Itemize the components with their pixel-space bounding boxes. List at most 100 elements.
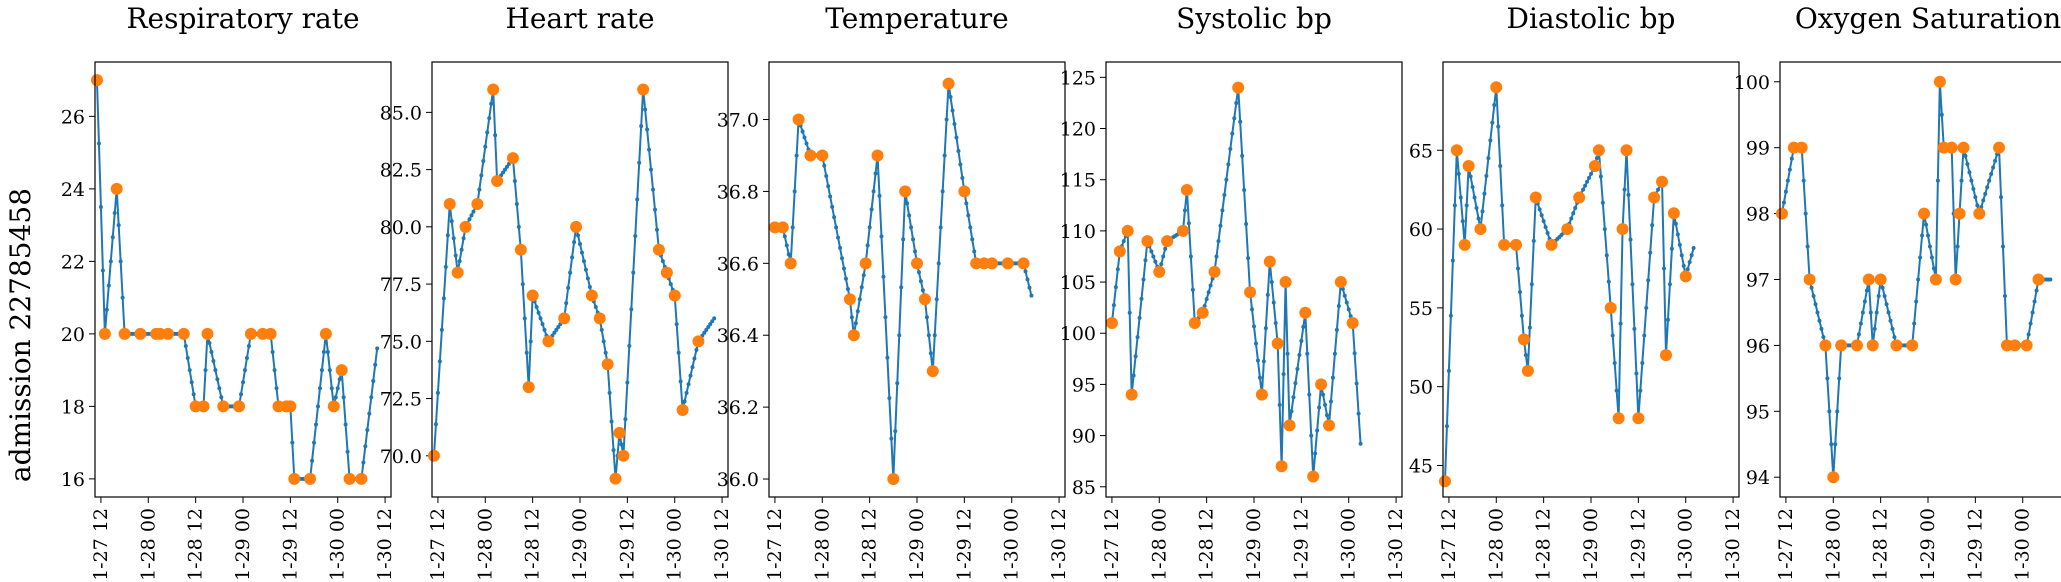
observation-point (1279, 276, 1292, 289)
x-tick-label: 11-28 12 (1196, 508, 1218, 582)
interpolated-point (1115, 267, 1120, 272)
interpolated-point (1334, 327, 1339, 332)
observation-point (1874, 273, 1887, 286)
interpolated-point (1186, 221, 1191, 226)
interpolated-point (100, 268, 105, 273)
observation-point (911, 257, 923, 270)
interpolated-point (96, 141, 101, 146)
interpolated-point (1356, 411, 1361, 416)
interpolated-point (1622, 187, 1627, 192)
interpolated-point (1829, 442, 1834, 447)
interpolated-point (1783, 189, 1788, 194)
interpolated-point (504, 164, 509, 169)
interpolated-point (822, 163, 827, 168)
interpolated-point (893, 429, 898, 434)
interpolated-point (1602, 227, 1607, 232)
observation-point (1850, 339, 1863, 352)
interpolated-point (782, 234, 787, 239)
interpolated-point (633, 234, 638, 238)
interpolated-point (897, 333, 902, 338)
interpolated-point (2030, 310, 2035, 315)
interpolated-point (471, 209, 476, 214)
panel-respiratory-rate: Respiratory rate 16 18 20 22 24 26 11-27 12 11-2… (61, 2, 396, 582)
observation-point (1612, 412, 1625, 425)
observation-point (1001, 257, 1014, 270)
observation-point (1945, 141, 1958, 154)
interpolated-point (1587, 175, 1592, 180)
interpolated-point (688, 373, 693, 378)
interpolated-point (1610, 333, 1615, 338)
interpolated-point (1190, 287, 1195, 292)
interpolated-point (116, 223, 121, 228)
interpolated-point (219, 395, 224, 400)
observation-point (1474, 223, 1487, 236)
interpolated-point (1182, 208, 1187, 213)
interpolated-point (794, 153, 799, 158)
interpolated-point (1856, 332, 1861, 337)
x-tick-label: 11-30 12 (1048, 508, 1070, 582)
interpolated-point (1500, 203, 1505, 208)
observation-point (1592, 144, 1605, 157)
interpolated-point (576, 233, 581, 238)
observation-point (1588, 160, 1601, 173)
x-tick-label: 11-27 12 (1775, 508, 1797, 582)
observation-point (1188, 317, 1201, 329)
panel-heart-rate: Heart rate 70.0 72.5 75.0 77.5 80.0 82.5 85.0 11… (380, 2, 733, 582)
observation-point (1949, 273, 1962, 286)
interpolated-point (512, 179, 517, 184)
interpolated-point (1967, 170, 1972, 175)
interpolated-point (310, 458, 315, 463)
interpolated-point (1111, 303, 1116, 308)
observation-point (1450, 144, 1463, 157)
interpolated-point (1253, 341, 1258, 346)
interpolated-point (920, 288, 925, 293)
interpolated-point (365, 427, 370, 432)
observation-point (506, 152, 519, 165)
interpolated-point (1965, 162, 1970, 167)
interpolated-point (481, 159, 486, 164)
observation-point (1890, 339, 1903, 352)
interpolated-point (371, 379, 376, 383)
interpolated-point (877, 193, 882, 198)
interpolated-point (841, 266, 846, 271)
observation-markers (768, 77, 1030, 486)
interpolated-point (1981, 198, 1986, 203)
interpolated-point (274, 386, 279, 391)
interpolated-point (467, 217, 472, 222)
x-tick-label: 11-29 00 (232, 508, 254, 582)
x-tick-label: 11-30 12 (711, 508, 733, 582)
interpolated-point (845, 287, 850, 291)
chart-title: Temperature (825, 2, 1008, 35)
interpolated-point (461, 236, 466, 241)
interpolated-dots (1109, 85, 1363, 479)
x-tick-label: 11-28 12 (1870, 508, 1892, 582)
observation-markers (90, 74, 368, 485)
interpolated-point (924, 315, 929, 320)
interpolated-point (1277, 402, 1282, 407)
interpolated-point (1255, 358, 1260, 363)
interpolated-point (483, 144, 488, 149)
observation-point (304, 472, 317, 485)
interpolated-point (1218, 223, 1223, 228)
interpolated-point (948, 95, 953, 100)
interpolated-point (1963, 153, 1968, 158)
observation-point (1176, 224, 1189, 237)
interpolated-point (1531, 238, 1536, 243)
interpolated-point (792, 189, 797, 194)
interpolated-point (1305, 351, 1310, 356)
observation-point (1438, 475, 1451, 488)
observation-point (244, 327, 257, 340)
interpolated-point (487, 116, 492, 121)
x-tick-label: 11-27 12 (427, 508, 449, 582)
y-tick-label: 26 (61, 106, 85, 128)
interpolated-point (834, 225, 839, 230)
observation-point (542, 335, 555, 348)
interpolated-point (1827, 409, 1832, 414)
interpolated-point (1650, 223, 1655, 228)
interpolated-point (1991, 165, 1996, 170)
observation-point (201, 327, 214, 340)
observation-point (1299, 306, 1312, 319)
interpolated-point (865, 243, 870, 248)
interpolated-point (1665, 317, 1670, 322)
interpolated-point (1914, 299, 1919, 304)
